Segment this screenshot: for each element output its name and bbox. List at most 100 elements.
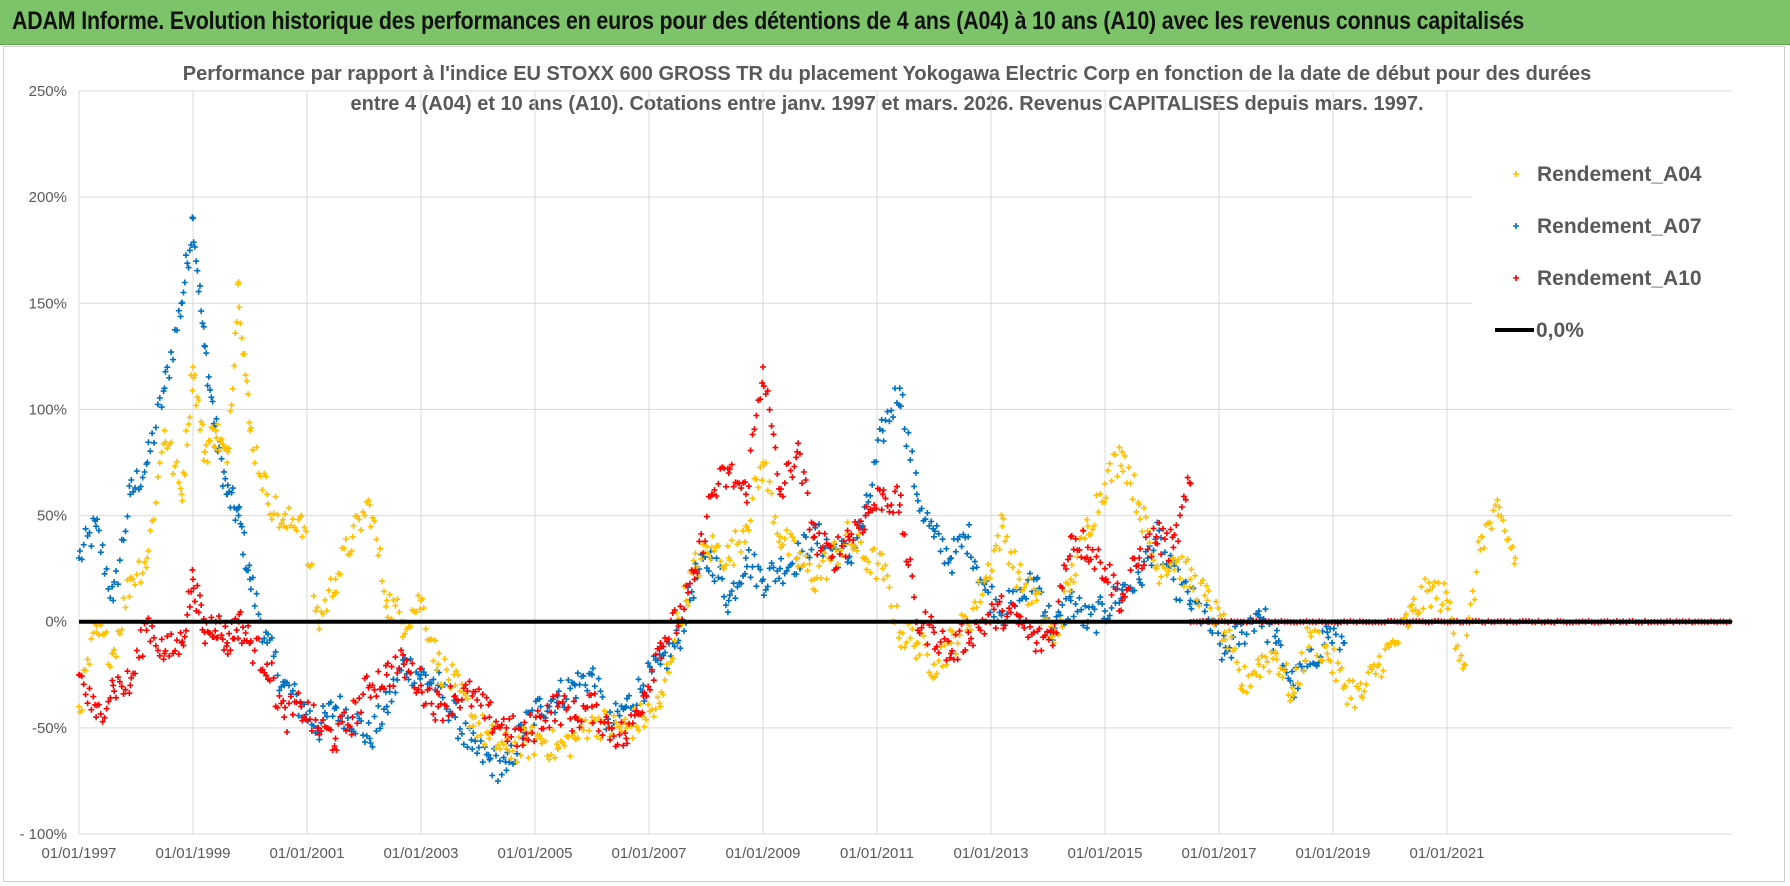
point-Rendement_A04: [593, 733, 600, 740]
point-Rendement_A04: [931, 674, 938, 681]
point-Rendement_A04: [1429, 583, 1436, 590]
y-tick-label: 0%: [45, 614, 67, 631]
point-Rendement_A04: [1068, 562, 1075, 568]
point-Rendement_A04: [1359, 694, 1366, 701]
point-Rendement_A07: [582, 682, 589, 689]
point-Rendement_A04: [213, 434, 220, 441]
point-Rendement_A10: [462, 681, 469, 688]
point-Rendement_A10: [856, 525, 862, 532]
point-Rendement_A07: [477, 738, 484, 744]
point-Rendement_A07: [213, 415, 220, 422]
point-Rendement_A10: [1139, 565, 1145, 572]
point-Rendement_A10: [255, 635, 262, 642]
point-Rendement_A07: [249, 574, 256, 581]
point-Rendement_A04: [726, 557, 733, 564]
point-Rendement_A04: [1395, 640, 1402, 646]
point-Rendement_A04: [1461, 661, 1468, 668]
point-Rendement_A04: [500, 741, 507, 748]
point-Rendement_A04: [82, 667, 89, 674]
point-Rendement_A07: [1087, 611, 1094, 618]
point-Rendement_A07: [723, 602, 729, 609]
point-Rendement_A04: [1095, 509, 1102, 515]
point-Rendement_A04: [1118, 462, 1125, 469]
point-Rendement_A04: [284, 524, 290, 531]
point-Rendement_A04: [130, 576, 137, 583]
point-Rendement_A07: [375, 703, 382, 710]
point-Rendement_A10: [534, 707, 541, 714]
point-Rendement_A04: [156, 459, 163, 466]
point-Rendement_A07: [1055, 609, 1062, 616]
point-Rendement_A04: [293, 527, 300, 534]
point-Rendement_A10: [371, 686, 378, 693]
point-Rendement_A10: [1027, 623, 1033, 630]
point-Rendement_A07: [645, 660, 652, 667]
point-Rendement_A04: [1463, 632, 1470, 639]
point-Rendement_A10: [742, 491, 749, 498]
point-Rendement_A10: [614, 741, 621, 748]
point-Rendement_A10: [383, 671, 390, 678]
point-Rendement_A04: [1290, 693, 1297, 699]
point-Rendement_A10: [1114, 580, 1121, 587]
point-Rendement_A10: [1000, 625, 1007, 632]
point-Rendement_A07: [1082, 602, 1089, 609]
point-Rendement_A10: [479, 691, 486, 698]
point-Rendement_A10: [286, 700, 292, 707]
page-title: ADAM Informe. Evolution historique des p…: [12, 7, 1525, 35]
point-Rendement_A10: [641, 689, 648, 696]
point-Rendement_A04: [189, 387, 196, 394]
point-Rendement_A07: [970, 565, 976, 572]
point-Rendement_A10: [1137, 545, 1144, 552]
point-Rendement_A04: [243, 378, 250, 385]
point-Rendement_A07: [572, 694, 579, 701]
point-Rendement_A10: [1091, 566, 1098, 572]
point-Rendement_A10: [660, 643, 667, 650]
point-Rendement_A10: [333, 747, 340, 754]
point-Rendement_A07: [241, 529, 248, 536]
point-Rendement_A10: [781, 480, 788, 487]
point-Rendement_A10: [956, 628, 963, 634]
point-Rendement_A04: [1386, 644, 1393, 651]
point-Rendement_A04: [203, 442, 210, 449]
point-Rendement_A07: [111, 579, 118, 585]
point-Rendement_A10: [751, 426, 758, 433]
point-Rendement_A04: [901, 644, 908, 651]
point-Rendement_A10: [195, 609, 202, 616]
point-Rendement_A10: [916, 630, 923, 637]
point-Rendement_A04: [135, 558, 142, 565]
point-Rendement_A07: [949, 569, 955, 576]
series-Rendement_A07: [76, 214, 1348, 785]
point-Rendement_A10: [409, 660, 416, 667]
point-Rendement_A04: [422, 625, 429, 632]
point-Rendement_A04: [257, 473, 264, 480]
point-Rendement_A04: [1444, 605, 1451, 612]
legend-item-Rendement_A04: Rendement_A04: [1513, 163, 1702, 186]
point-Rendement_A07: [122, 528, 129, 535]
point-Rendement_A04: [987, 574, 994, 581]
point-Rendement_A10: [245, 622, 252, 629]
point-Rendement_A10: [1148, 553, 1155, 560]
point-Rendement_A10: [840, 538, 847, 545]
point-Rendement_A10: [105, 698, 112, 705]
point-Rendement_A04: [886, 584, 893, 591]
point-Rendement_A07: [238, 523, 245, 530]
point-Rendement_A07: [529, 707, 536, 714]
point-Rendement_A04: [856, 531, 862, 538]
point-Rendement_A10: [1011, 602, 1018, 609]
point-Rendement_A04: [962, 613, 969, 620]
point-Rendement_A04: [439, 682, 446, 689]
point-Rendement_A10: [1154, 540, 1161, 547]
point-Rendement_A04: [939, 663, 946, 670]
point-Rendement_A04: [1323, 642, 1330, 649]
point-Rendement_A10: [607, 736, 613, 743]
point-Rendement_A07: [246, 562, 253, 569]
point-Rendement_A04: [369, 514, 376, 521]
point-Rendement_A04: [1049, 633, 1056, 640]
point-Rendement_A04: [690, 557, 697, 564]
point-Rendement_A10: [310, 702, 317, 709]
point-Rendement_A04: [584, 735, 591, 742]
point-Rendement_A10: [799, 480, 805, 487]
point-Rendement_A04: [137, 579, 144, 586]
point-Rendement_A04: [994, 532, 1001, 539]
point-Rendement_A07: [109, 583, 116, 590]
point-Rendement_A07: [897, 403, 904, 410]
